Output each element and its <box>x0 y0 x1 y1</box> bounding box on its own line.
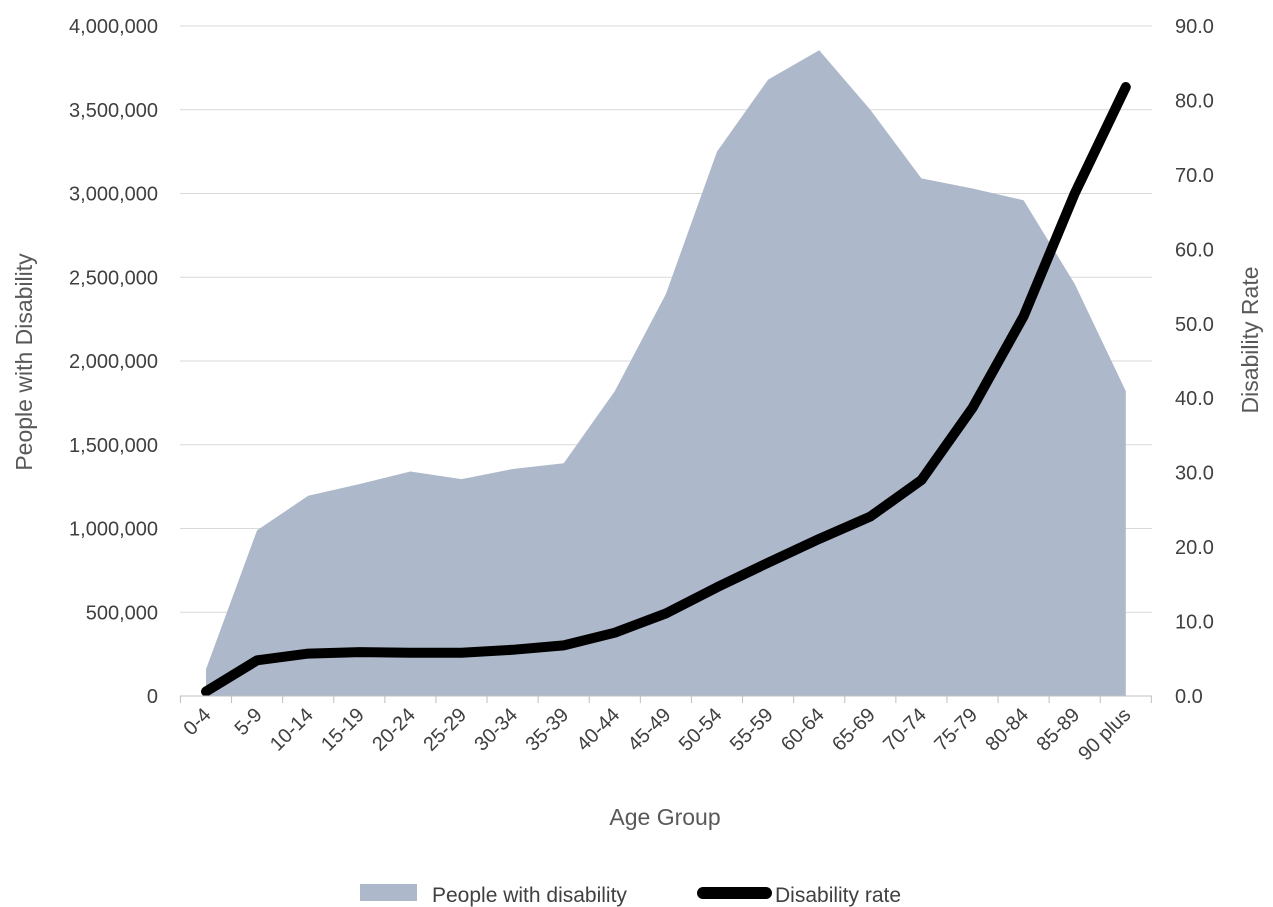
x-tick-label: 10-14 <box>266 704 318 756</box>
x-tick-label: 35-39 <box>522 704 574 756</box>
x-tick-label: 75-79 <box>930 704 982 756</box>
right-tick-label: 60.0 <box>1175 239 1214 261</box>
disability-rate-line <box>201 82 1131 697</box>
x-tick-label: 80-84 <box>981 704 1033 756</box>
left-tick-label: 3,000,000 <box>69 184 158 206</box>
right-y-axis-title: Disability Rate <box>1237 267 1263 414</box>
x-tick-label: 90 plus <box>1074 704 1135 765</box>
left-tick-label: 3,500,000 <box>69 100 158 122</box>
x-tick-label: 45-49 <box>624 704 676 756</box>
left-tick-label: 500,000 <box>86 602 158 624</box>
right-y-axis: 0.0 10.0 20.0 30.0 40.0 50.0 60.0 70.0 80.0 90.0 <box>1175 16 1214 708</box>
x-tick-label: 30-34 <box>470 704 522 756</box>
right-tick-label: 90.0 <box>1175 16 1214 38</box>
x-tick-label: 0-4 <box>180 704 216 740</box>
right-tick-label: 70.0 <box>1175 165 1214 187</box>
x-tick-label: 15-19 <box>317 704 369 756</box>
right-tick-label: 40.0 <box>1175 388 1214 410</box>
x-tick-label: 50-54 <box>675 704 727 756</box>
left-tick-label: 1,500,000 <box>69 435 158 457</box>
x-tick-label: 70-74 <box>879 704 931 756</box>
right-tick-label: 0.0 <box>1175 686 1203 708</box>
left-tick-label: 0 <box>147 686 158 708</box>
x-tick-label: 55-59 <box>726 704 778 756</box>
legend-label-people-with-disability: People with disability <box>432 884 627 907</box>
x-axis: 0-4 5-9 10-14 15-19 20-24 25-29 30-34 35-39 40-4… <box>180 695 1152 765</box>
x-tick-label: 60-64 <box>777 704 829 756</box>
left-tick-label: 1,000,000 <box>69 519 158 541</box>
legend-label-disability-rate: Disability rate <box>775 884 901 907</box>
legend-swatch-people-with-disability <box>360 884 417 901</box>
x-tick-label: 25-29 <box>419 704 471 756</box>
left-tick-label: 2,500,000 <box>69 267 158 289</box>
x-axis-title: Age Group <box>609 804 720 830</box>
people-with-disability-area <box>206 50 1126 697</box>
left-tick-label: 2,000,000 <box>69 351 158 373</box>
x-tick-label: 65-69 <box>828 704 880 756</box>
left-tick-label: 4,000,000 <box>69 16 158 38</box>
legend: People with disability Disability rate <box>360 884 901 907</box>
x-tick-label: 5-9 <box>231 704 267 740</box>
right-tick-label: 20.0 <box>1175 537 1214 559</box>
left-y-axis-title: People with Disability <box>11 253 37 471</box>
x-tick-label: 20-24 <box>368 704 420 756</box>
x-tick-label: 40-44 <box>573 704 625 756</box>
right-tick-label: 50.0 <box>1175 314 1214 336</box>
right-tick-label: 10.0 <box>1175 612 1214 634</box>
right-tick-label: 80.0 <box>1175 90 1214 112</box>
right-tick-label: 30.0 <box>1175 463 1214 485</box>
left-y-axis: 0 500,000 1,000,000 1,500,000 2,000,000 2,500… <box>69 16 158 708</box>
